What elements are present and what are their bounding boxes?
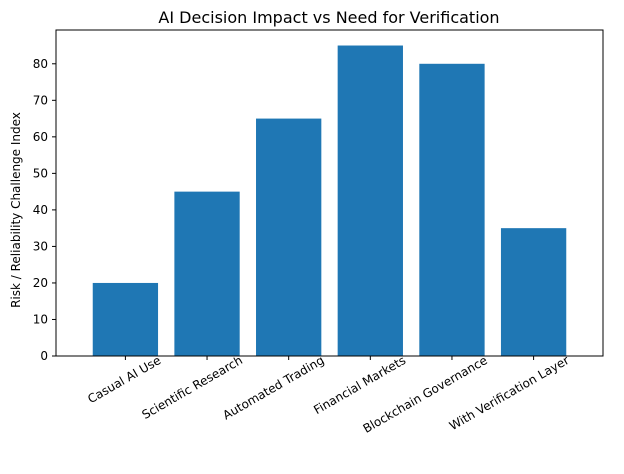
bar-casual-ai-use	[92, 282, 159, 356]
bar-automated-trading	[256, 118, 322, 356]
y-tick-label: 70	[33, 93, 48, 107]
plot-frame	[55, 29, 604, 357]
x-tick-label: Casual AI Use	[85, 353, 163, 406]
y-tick-label: 80	[33, 57, 48, 71]
y-tick-label: 60	[33, 130, 48, 144]
y-tick-label: 50	[33, 166, 48, 180]
y-tick-label: 0	[40, 349, 48, 363]
y-tick-label: 30	[33, 239, 48, 253]
bar-financial-markets	[337, 45, 403, 357]
y-tick-label: 40	[33, 203, 48, 217]
bars-layer	[92, 45, 567, 357]
y-tick-label: 20	[33, 276, 48, 290]
chart-title: AI Decision Impact vs Need for Verificat…	[158, 8, 499, 27]
y-axis: 0 10 20 30 40 50 60 70 80	[33, 57, 56, 363]
bar-with-verification-layer	[500, 228, 567, 356]
bar-blockchain-governance	[419, 63, 485, 356]
y-tick-label: 10	[33, 312, 48, 326]
y-axis-label: Risk / Reliability Challenge Index	[9, 112, 23, 308]
bar-scientific-research	[174, 191, 240, 356]
